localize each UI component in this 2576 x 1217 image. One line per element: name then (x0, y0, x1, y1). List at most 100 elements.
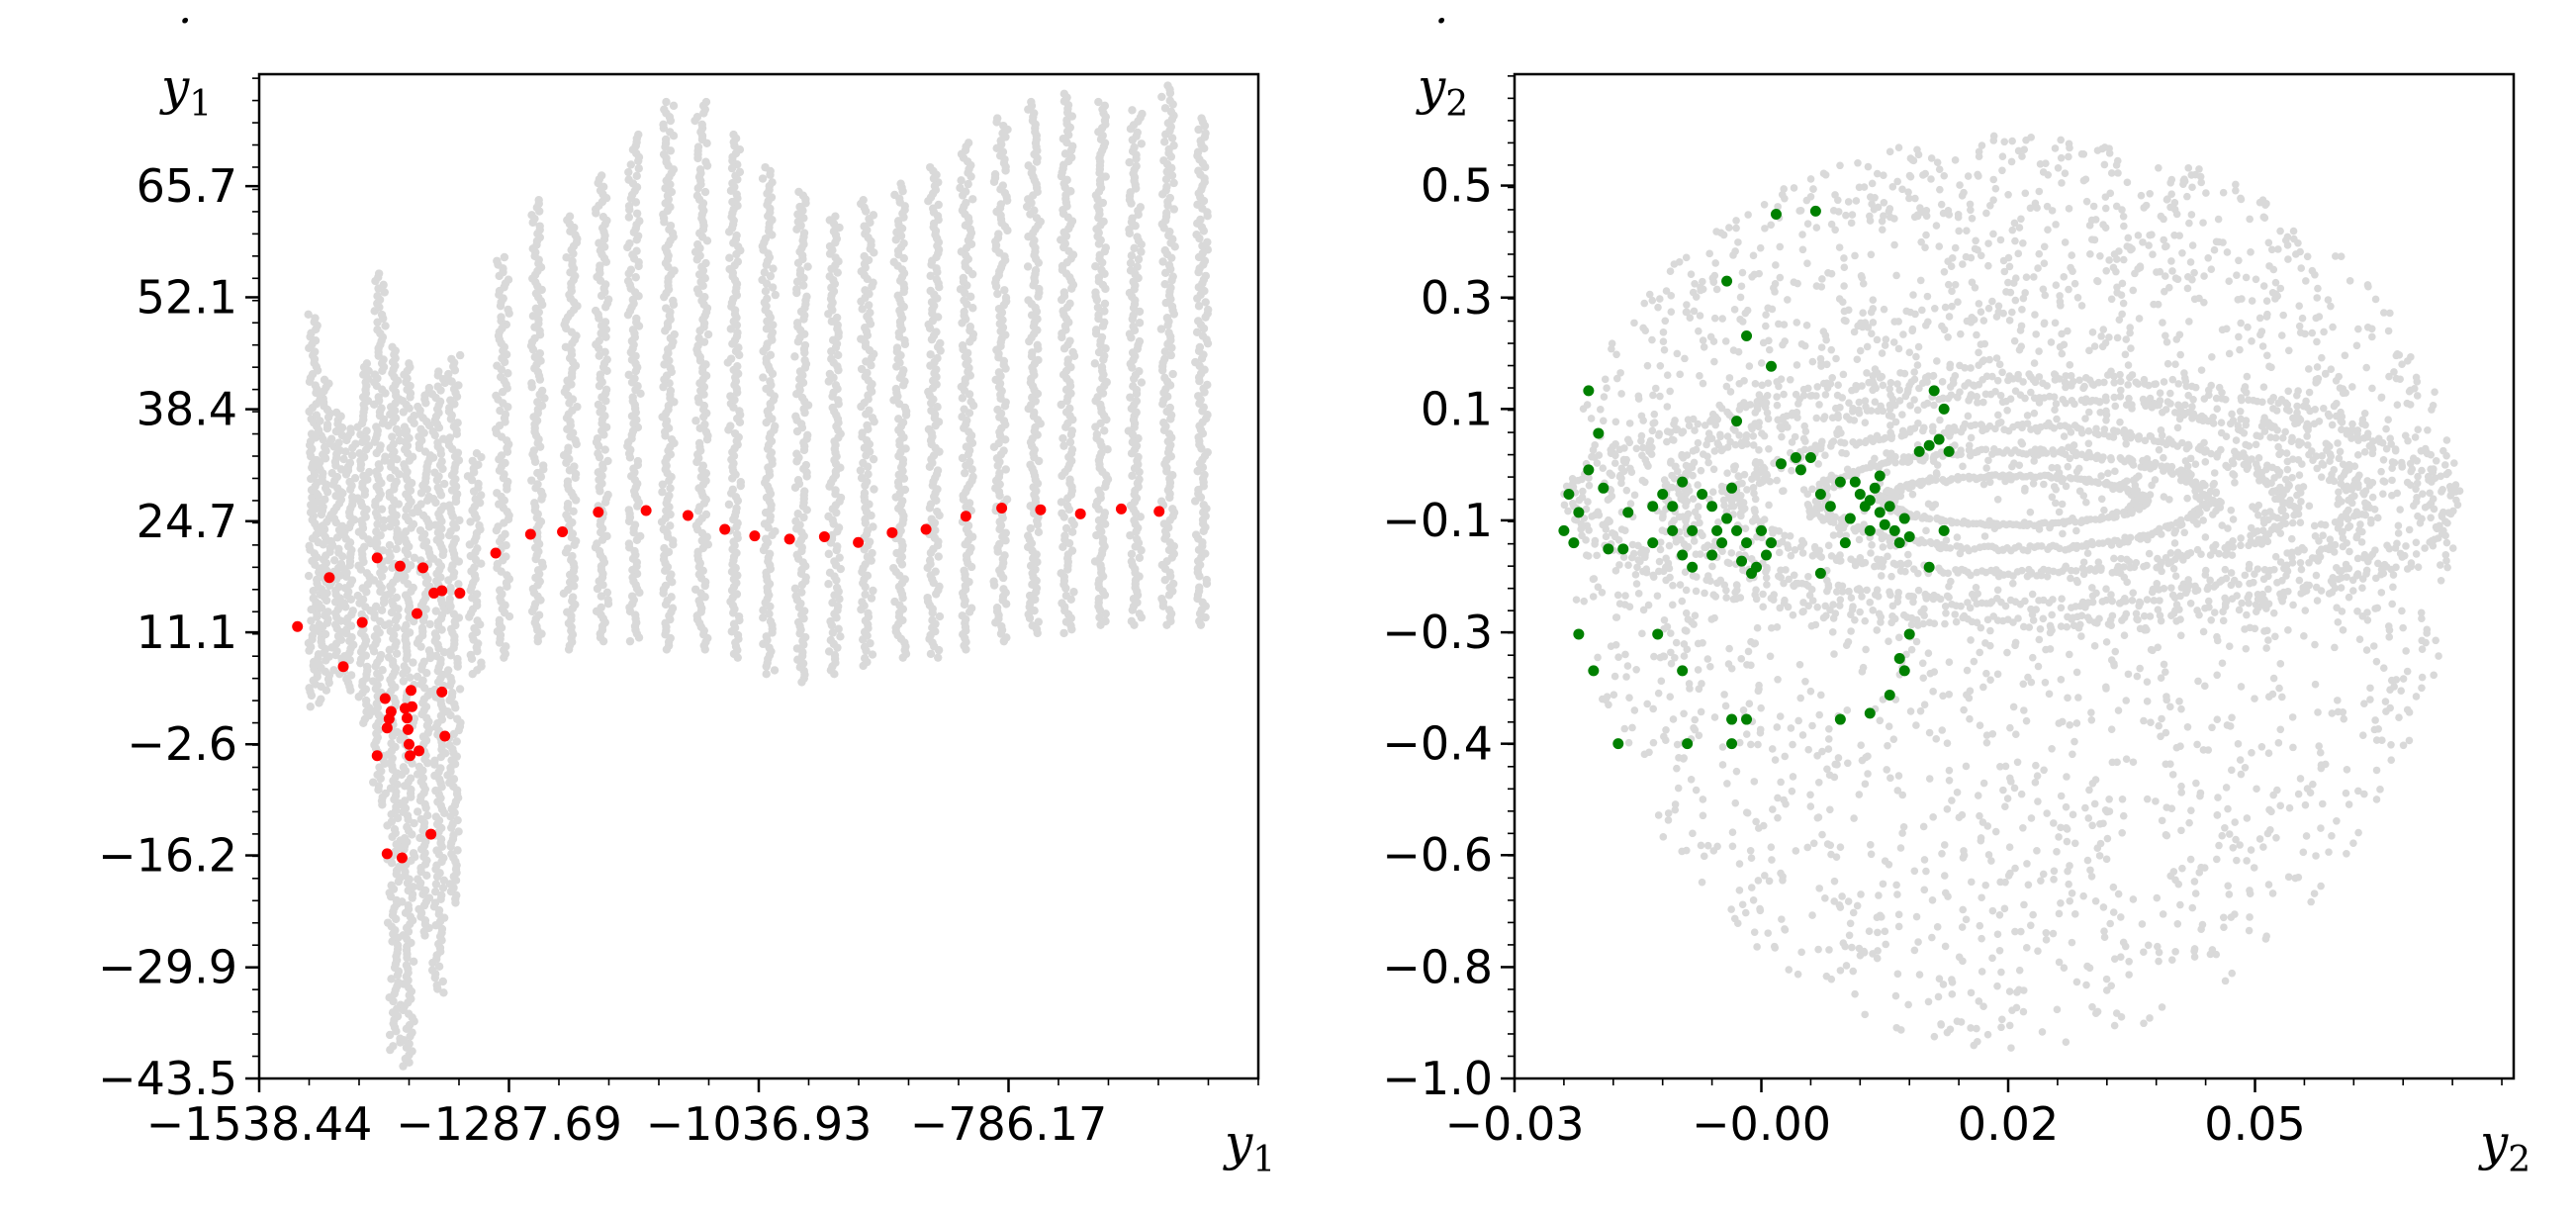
background-point (374, 393, 383, 402)
background-point (1000, 286, 1009, 295)
background-point (534, 195, 543, 205)
background-point (2225, 277, 2234, 285)
background-point (729, 130, 738, 140)
background-point (869, 211, 878, 220)
background-point (1026, 460, 1035, 469)
background-point (392, 649, 402, 658)
background-point (624, 167, 633, 177)
background-point (1130, 142, 1139, 152)
background-point (443, 706, 452, 716)
background-point (1991, 827, 2000, 836)
background-point (825, 272, 834, 281)
background-point (2185, 818, 2193, 827)
background-point (1755, 446, 1763, 454)
red-point (323, 572, 335, 584)
background-point (2065, 205, 2073, 213)
background-point (726, 421, 735, 430)
background-point (931, 567, 940, 576)
background-point (399, 763, 409, 772)
background-point (1731, 798, 1740, 807)
background-point (989, 577, 998, 586)
background-point (334, 544, 343, 553)
background-point (992, 603, 1002, 612)
background-point (350, 474, 360, 483)
background-point (399, 677, 408, 686)
background-point (635, 217, 644, 226)
red-point (402, 723, 414, 735)
background-point (563, 500, 573, 509)
background-point (2005, 843, 2014, 851)
background-point (564, 443, 573, 452)
background-point (2448, 544, 2457, 552)
background-point (662, 304, 671, 313)
background-point (1840, 316, 1849, 325)
background-point (666, 484, 675, 493)
background-point (1828, 628, 1837, 636)
background-point (414, 402, 422, 412)
background-point (2018, 306, 2026, 314)
background-point (958, 340, 967, 350)
background-point (439, 988, 448, 997)
background-point (445, 741, 454, 750)
background-point (304, 310, 313, 320)
background-point (801, 460, 811, 470)
background-point (387, 817, 397, 826)
background-point (447, 354, 456, 364)
background-point (1735, 738, 1744, 747)
background-point (2346, 277, 2354, 285)
background-point (377, 650, 386, 660)
background-point (1138, 109, 1147, 119)
background-point (859, 458, 868, 468)
background-point (445, 595, 454, 604)
background-point (1892, 881, 1900, 889)
background-point (2045, 690, 2054, 699)
background-point (1067, 546, 1077, 555)
background-point (361, 696, 371, 705)
background-point (334, 582, 343, 592)
y-tick-label: −2.6 (127, 717, 237, 771)
background-point (497, 313, 506, 322)
background-point (1630, 319, 1638, 328)
x-tick-label: −786.17 (910, 1097, 1108, 1151)
background-point (346, 671, 356, 680)
background-point (2043, 809, 2051, 817)
background-point (761, 162, 770, 172)
background-point (400, 422, 410, 431)
background-point (1664, 809, 1673, 817)
background-point (1169, 140, 1178, 150)
background-point (419, 657, 428, 667)
background-point (1884, 741, 1891, 750)
background-point (381, 789, 391, 798)
background-point (2387, 756, 2396, 765)
background-point (438, 977, 447, 986)
background-point (658, 488, 667, 497)
red-point (593, 507, 604, 518)
background-point (923, 593, 932, 603)
background-point (1127, 549, 1137, 559)
background-point (374, 269, 384, 278)
background-point (1127, 251, 1137, 260)
background-point (761, 287, 771, 296)
background-point (1784, 296, 1792, 304)
background-point (341, 447, 350, 456)
background-point (434, 367, 443, 376)
background-point (1813, 813, 1822, 822)
background-point (563, 477, 573, 486)
background-point (410, 714, 419, 723)
background-point (2259, 843, 2267, 851)
background-point (933, 466, 943, 475)
background-point (700, 420, 709, 429)
background-point (390, 824, 400, 834)
background-point (427, 390, 437, 399)
background-point (1165, 403, 1175, 413)
background-point (1915, 971, 1924, 979)
background-point (866, 638, 874, 648)
background-point (701, 510, 711, 519)
background-point (693, 142, 703, 151)
background-point (662, 97, 671, 107)
background-point (2061, 169, 2070, 177)
background-point (379, 523, 388, 532)
background-point (496, 372, 506, 382)
background-point (1745, 362, 1754, 370)
background-point (413, 672, 422, 682)
